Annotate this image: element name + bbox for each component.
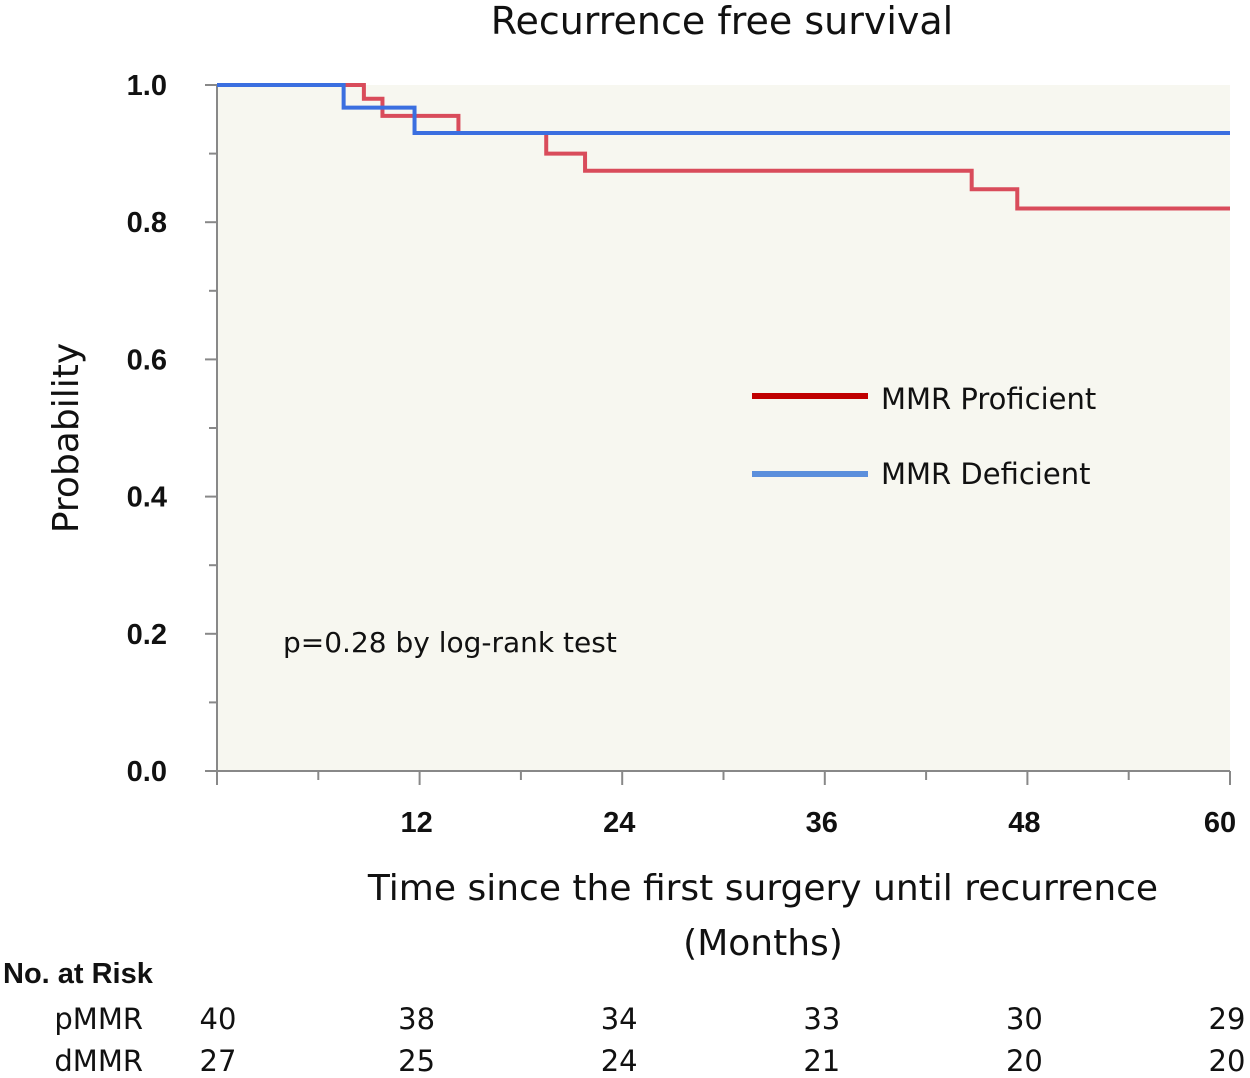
x-tick-label: 24 xyxy=(603,807,635,839)
y-axis-label: Probability xyxy=(46,343,87,533)
risk-value-pmmr: 33 xyxy=(803,1002,840,1036)
risk-table-header: No. at Risk xyxy=(3,958,154,990)
risk-row-label-dmmr: dMMR xyxy=(54,1044,143,1078)
risk-value-pmmr: 29 xyxy=(1209,1002,1246,1036)
series-layer xyxy=(217,83,1230,211)
y-tick-label: 0.0 xyxy=(127,756,167,788)
risk-value-dmmr: 20 xyxy=(1006,1044,1043,1078)
x-axis-label-line1: Time since the first surgery until recur… xyxy=(367,868,1158,909)
risk-value-dmmr: 20 xyxy=(1209,1044,1246,1078)
tick-labels: 0.0 0.2 0.4 0.6 0.8 1.0 12 24 36 48 60 xyxy=(127,70,1236,839)
legend-label-mmr-proficient: MMR Proficient xyxy=(881,382,1096,416)
y-tick-label: 0.2 xyxy=(127,619,167,651)
series-line-mmr-deficient xyxy=(217,83,1230,136)
plot-area xyxy=(217,85,1230,771)
y-tick-label: 0.8 xyxy=(127,207,167,239)
risk-value-pmmr: 38 xyxy=(398,1002,435,1036)
x-tick-label: 60 xyxy=(1204,807,1236,839)
y-tick-label: 0.6 xyxy=(127,344,167,376)
legend: MMR Proficient MMR Deficient xyxy=(752,382,1096,491)
series-line-mmr-proficient xyxy=(217,83,1230,211)
y-tick-label: 1.0 xyxy=(127,70,167,102)
axes xyxy=(205,84,1231,785)
x-axis-label-line2: (Months) xyxy=(683,923,843,964)
chart-title: Recurrence free survival xyxy=(491,0,954,43)
y-tick-label: 0.4 xyxy=(127,482,167,514)
risk-value-dmmr: 25 xyxy=(398,1044,435,1078)
log-rank-annotation: p=0.28 by log-rank test xyxy=(283,626,617,659)
x-tick-label: 48 xyxy=(1008,807,1040,839)
risk-value-pmmr: 34 xyxy=(601,1002,638,1036)
legend-label-mmr-deficient: MMR Deficient xyxy=(881,457,1090,491)
risk-value-pmmr: 30 xyxy=(1006,1002,1043,1036)
risk-table: No. at Risk pMMR dMMR 40 38 34 33 30 29 27 25 24… xyxy=(3,958,1245,1078)
risk-value-dmmr: 24 xyxy=(601,1044,638,1078)
x-tick-label: 12 xyxy=(400,807,432,839)
risk-value-pmmr: 40 xyxy=(200,1002,237,1036)
x-tick-label: 36 xyxy=(806,807,838,839)
risk-row-label-pmmr: pMMR xyxy=(54,1002,143,1036)
risk-value-dmmr: 27 xyxy=(200,1044,237,1078)
risk-value-dmmr: 21 xyxy=(803,1044,840,1078)
